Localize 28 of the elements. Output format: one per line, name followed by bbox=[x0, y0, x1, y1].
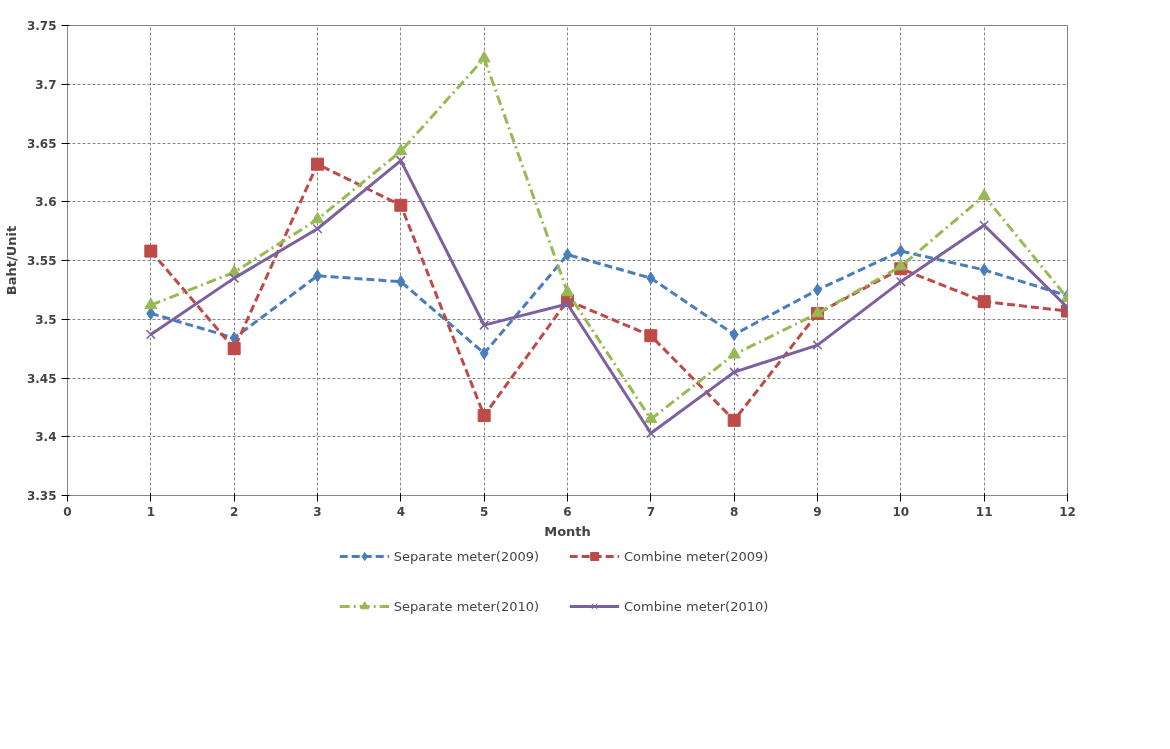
y-tick-label: 3.75 bbox=[26, 19, 57, 33]
y-tick-label: 3.35 bbox=[26, 489, 57, 503]
y-tick-label: 3.45 bbox=[26, 371, 57, 386]
x-tick-label: 0 bbox=[63, 504, 72, 519]
x-tick-label: 8 bbox=[729, 504, 739, 519]
y-axis-title: Baht/Unit bbox=[3, 225, 19, 296]
x-tick-label: 4 bbox=[396, 504, 406, 519]
x-tick-label: 2 bbox=[229, 504, 239, 519]
x-tick-label: 9 bbox=[813, 504, 822, 519]
x-tick-label: 10 bbox=[892, 504, 910, 519]
y-tick-label: 3.5 bbox=[35, 312, 57, 327]
y-tick-label: 3.65 bbox=[26, 136, 57, 151]
legend-label: Combine meter(2009) bbox=[624, 548, 769, 564]
y-tick-label: 3.7 bbox=[35, 77, 57, 92]
legend-label: Separate meter(2010) bbox=[393, 598, 540, 614]
x-tick-label: 6 bbox=[563, 504, 572, 519]
legend-label: Separate meter(2009) bbox=[393, 548, 540, 564]
x-tick-label: 5 bbox=[479, 504, 489, 519]
x-tick-label: 3 bbox=[313, 504, 322, 519]
x-tick-label: 12 bbox=[1059, 504, 1076, 519]
y-tick-label: 3.55 bbox=[26, 254, 57, 268]
y-tick-label: 3.4 bbox=[35, 430, 57, 445]
legend-label: Combine meter(2010) bbox=[624, 598, 769, 614]
x-tick-label: 1 bbox=[146, 504, 156, 519]
x-axis-title: Month bbox=[544, 523, 591, 539]
x-tick-label: 11 bbox=[975, 504, 993, 519]
x-tick-label: 7 bbox=[646, 504, 656, 519]
y-tick-label: 3.6 bbox=[35, 195, 57, 210]
